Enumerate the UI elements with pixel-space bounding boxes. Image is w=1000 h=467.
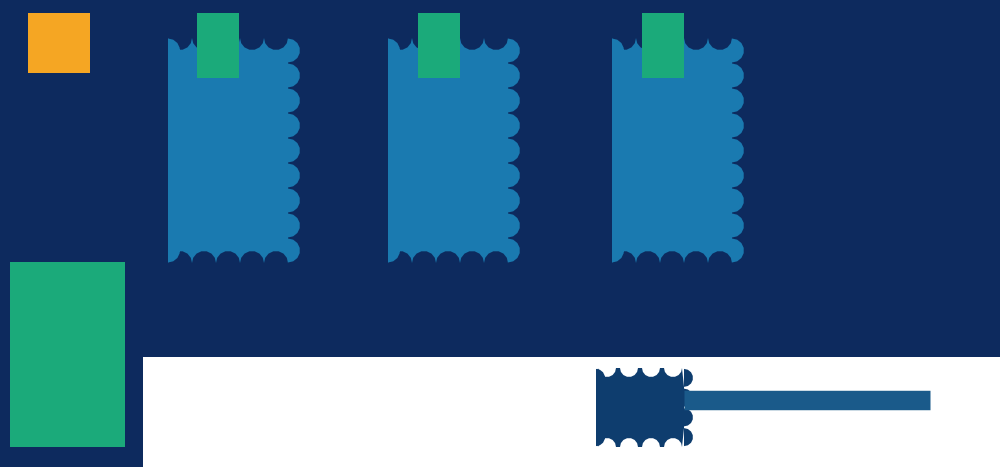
PathPatch shape — [596, 368, 693, 447]
PathPatch shape — [168, 38, 300, 263]
Bar — [642, 13, 684, 78]
Bar — [10, 262, 125, 447]
PathPatch shape — [388, 38, 520, 263]
Bar — [143, 357, 1000, 467]
Bar — [0, 262, 755, 357]
Bar — [418, 13, 460, 78]
PathPatch shape — [612, 38, 744, 263]
Bar — [28, 13, 90, 73]
Bar — [197, 13, 239, 78]
